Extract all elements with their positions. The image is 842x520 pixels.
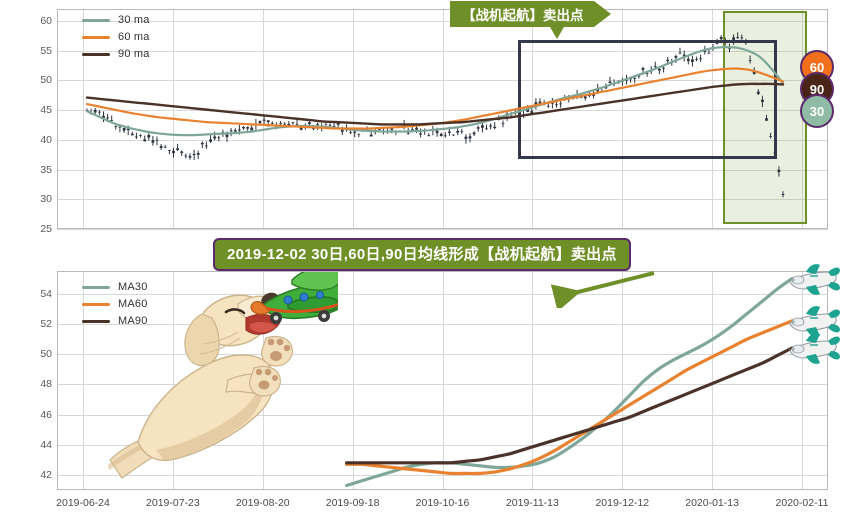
x-axis-tick-label: 2019-09-18 bbox=[325, 497, 380, 509]
legend-item-label: MA60 bbox=[118, 298, 148, 310]
axis-bottom bbox=[57, 228, 828, 229]
legend-item-label: MA90 bbox=[118, 315, 148, 327]
axis-left bbox=[57, 9, 58, 229]
bottom-chart-y-axis: 54 52 50 48 46 44 42 bbox=[0, 0, 52, 520]
x-axis-tick-label: 2020-02-11 bbox=[775, 497, 829, 509]
axis-left bbox=[57, 271, 58, 490]
grid-line-vertical bbox=[83, 9, 84, 229]
y-axis-tick-label: 54 bbox=[40, 287, 52, 300]
legend-item-row: MA60 bbox=[82, 297, 148, 311]
legend-item-label: 30 ma bbox=[118, 14, 150, 26]
axis-top bbox=[57, 9, 828, 10]
legend-item-label: 90 ma bbox=[118, 48, 150, 60]
y-axis-tick-label: 25 bbox=[40, 223, 52, 235]
grid-line-horizontal bbox=[57, 229, 828, 230]
legend-item-swatch-60ma bbox=[82, 35, 110, 39]
airplane-icon bbox=[784, 263, 840, 297]
legend-item-row: MA90 bbox=[82, 314, 148, 328]
y-axis-tick-label: 48 bbox=[40, 378, 52, 391]
grid-line-vertical bbox=[172, 271, 174, 490]
x-axis-tick-label: 2019-11-13 bbox=[505, 497, 559, 509]
x-axis-tick-label: 2020-01-13 bbox=[685, 497, 739, 509]
axis-bottom bbox=[57, 489, 828, 490]
sell-signal-banner-label: 【战机起航】卖出点 bbox=[450, 1, 610, 27]
grid-line-vertical bbox=[83, 271, 84, 490]
legend-item-label: 60 ma bbox=[118, 31, 150, 43]
y-axis-tick-label: 55 bbox=[40, 44, 52, 57]
airplane-icon bbox=[784, 332, 840, 366]
y-axis-tick-label: 30 bbox=[40, 193, 52, 206]
y-axis-tick-label: 46 bbox=[40, 408, 52, 421]
legend-item-swatch-ma30 bbox=[82, 285, 110, 289]
x-axis-tick-label: 2019-12-12 bbox=[595, 497, 650, 509]
legend-item-swatch-ma90 bbox=[82, 319, 110, 323]
grid-line-vertical bbox=[802, 271, 803, 490]
axis-top bbox=[57, 271, 828, 272]
toy-plane-icon bbox=[250, 272, 338, 324]
y-axis-tick-label: 42 bbox=[40, 468, 52, 481]
y-axis-tick-label: 50 bbox=[40, 74, 52, 87]
y-axis-tick-label: 35 bbox=[40, 163, 52, 176]
top-chart-legend: 30 ma 60 ma 90 ma bbox=[82, 13, 150, 64]
ma-badge-30: 30 bbox=[800, 94, 834, 128]
y-axis-tick-label: 52 bbox=[40, 317, 52, 330]
dog-catching-plane-illustration bbox=[108, 272, 338, 479]
top-chart-y-axis: 60 55 50 45 40 35 30 25 bbox=[0, 0, 52, 520]
axis-right bbox=[827, 271, 828, 490]
legend-item-row: MA30 bbox=[82, 280, 148, 294]
x-axis-tick-label: 2019-07-23 bbox=[146, 497, 200, 509]
down-left-arrow-icon bbox=[550, 271, 655, 308]
page-title: 2019-12-02 30日,60日,90日均线形成【战机起航】卖出点 bbox=[213, 238, 631, 271]
signal-rectangle bbox=[518, 40, 777, 159]
bottom-chart-legend: MA30 MA60 MA90 bbox=[82, 280, 148, 331]
x-axis-tick-label: 2019-06-24 bbox=[56, 497, 110, 509]
legend-item-swatch-90ma bbox=[82, 52, 110, 56]
y-axis-tick-label: 50 bbox=[40, 348, 52, 361]
legend-item-row: 90 ma bbox=[82, 47, 150, 61]
y-axis-tick-label: 40 bbox=[40, 133, 52, 146]
sell-signal-banner: 【战机起航】卖出点 bbox=[450, 1, 610, 39]
legend-item-row: 60 ma bbox=[82, 30, 150, 44]
banner-pointer-icon bbox=[550, 27, 564, 39]
x-axis-tick-label: 2019-08-20 bbox=[235, 497, 290, 509]
x-axis-tick-label: 2019-10-16 bbox=[415, 497, 470, 509]
legend-item-swatch-ma60 bbox=[82, 302, 110, 306]
y-axis-tick-label: 60 bbox=[40, 14, 52, 27]
legend-item-swatch-30ma bbox=[82, 18, 110, 22]
legend-item-label: MA30 bbox=[118, 281, 148, 293]
y-axis-tick-label: 45 bbox=[40, 104, 52, 117]
legend-item-row: 30 ma bbox=[82, 13, 150, 27]
y-axis-tick-label: 44 bbox=[40, 438, 52, 451]
